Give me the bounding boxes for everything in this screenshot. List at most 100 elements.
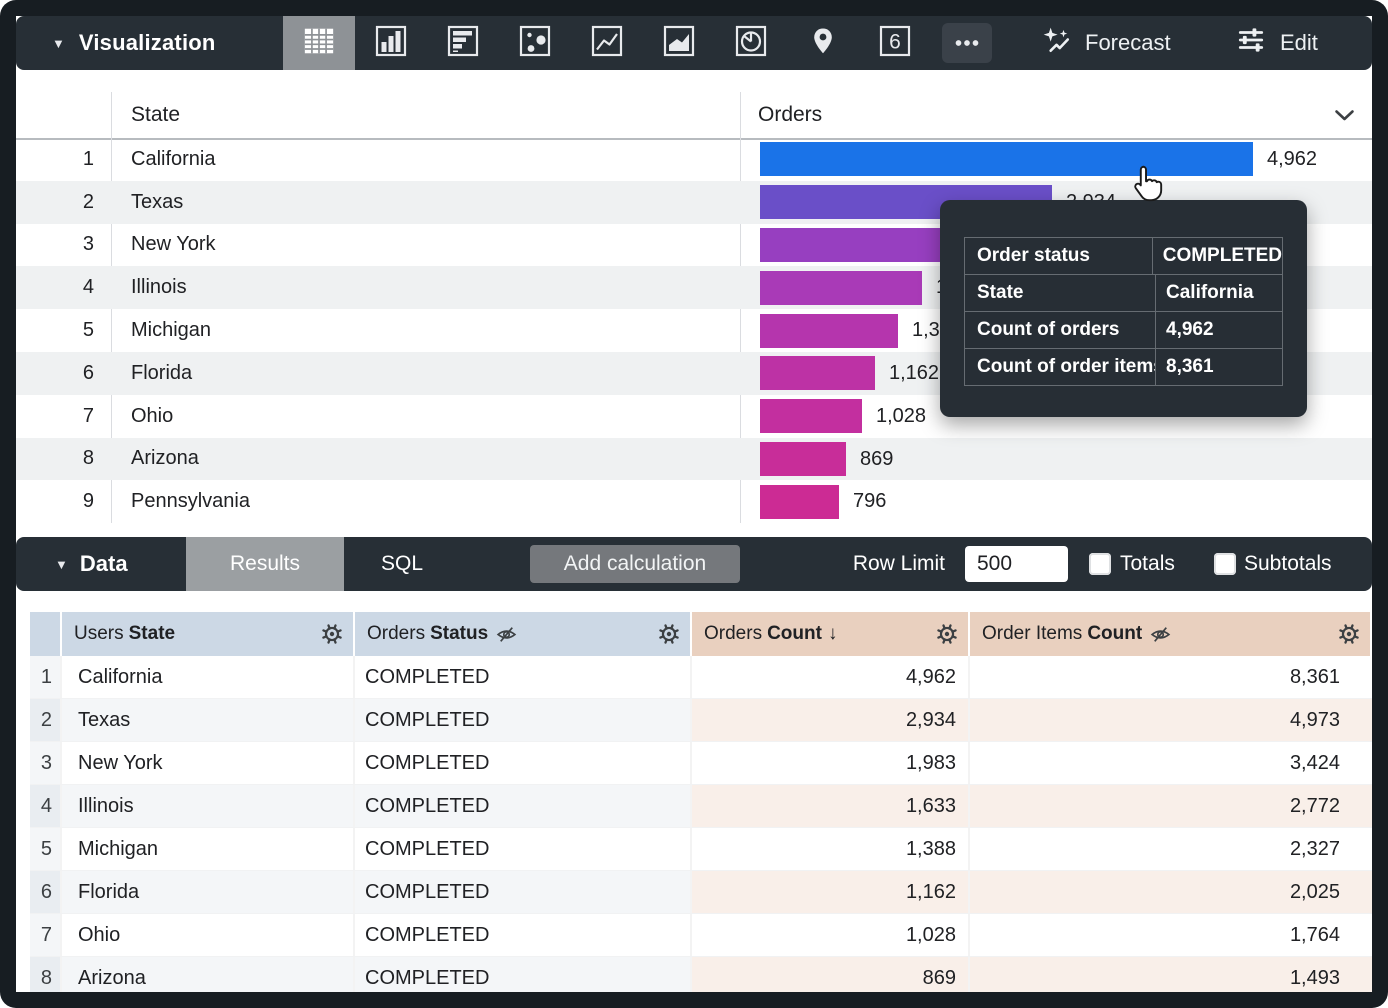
orders-status-cell[interactable]: COMPLETED bbox=[355, 699, 692, 741]
order-items-count-cell[interactable]: 4,973 bbox=[970, 699, 1372, 741]
edit-button[interactable]: Edit bbox=[1236, 16, 1318, 70]
order-items-count-cell[interactable]: 8,361 bbox=[1289, 665, 1340, 688]
users-state-cell[interactable]: Ohio bbox=[62, 914, 355, 956]
users-state-cell[interactable]: Illinois bbox=[62, 785, 355, 827]
orders-status-cell[interactable]: COMPLETED bbox=[355, 914, 692, 956]
bar-chart-icon bbox=[445, 23, 481, 64]
column-header-order-items-count[interactable]: Order Items Count bbox=[970, 612, 1372, 656]
order-items-count-cell[interactable]: 2,025 bbox=[970, 871, 1372, 913]
viz-type-table-chart-button[interactable] bbox=[283, 16, 355, 70]
users-state-cell[interactable]: California bbox=[62, 656, 355, 698]
viz-orders-bar[interactable] bbox=[760, 142, 1253, 177]
orders-count-cell[interactable]: 1,028 bbox=[692, 914, 970, 956]
users-state-cell[interactable]: Michigan bbox=[62, 828, 355, 870]
viz-state-cell[interactable]: Pennsylvania bbox=[131, 490, 250, 513]
users-state-cell[interactable]: Florida bbox=[62, 871, 355, 913]
viz-orders-bar[interactable] bbox=[760, 313, 898, 348]
viz-type-line-chart-button[interactable] bbox=[571, 16, 643, 70]
orders-status-cell[interactable]: COMPLETED bbox=[355, 957, 692, 992]
viz-state-cell[interactable]: Michigan bbox=[131, 319, 212, 342]
add-calculation-button[interactable]: Add calculation bbox=[530, 545, 740, 583]
tooltip-row: Count of orders 4,962 bbox=[965, 311, 1282, 348]
order-items-count-cell[interactable]: 1,764 bbox=[1289, 923, 1340, 946]
visualization-title: Visualization bbox=[78, 30, 216, 55]
order-items-count-cell[interactable]: 1,493 bbox=[970, 957, 1372, 992]
viz-state-cell[interactable]: Florida bbox=[131, 361, 193, 384]
data-table-row: 3 New York COMPLETED 1,983 3,424 bbox=[30, 742, 1372, 785]
orders-status-cell[interactable]: COMPLETED bbox=[355, 656, 692, 698]
viz-state-cell[interactable]: Texas bbox=[131, 190, 184, 213]
viz-orders-bar[interactable] bbox=[760, 399, 862, 434]
viz-type-more-options-button[interactable] bbox=[931, 16, 1003, 70]
viz-type-pie-chart-button[interactable] bbox=[715, 16, 787, 70]
data-table-body: 1 California COMPLETED 4,962 8,361 2 Texas COMP… bbox=[30, 656, 1372, 992]
orders-count-cell[interactable]: 1,162 bbox=[692, 871, 970, 913]
viz-type-single-value-button[interactable]: 6 bbox=[859, 16, 931, 70]
forecast-button[interactable]: Forecast bbox=[1041, 16, 1171, 70]
gear-icon[interactable] bbox=[658, 623, 680, 645]
map-chart-icon bbox=[805, 23, 841, 64]
data-table-row: 6 Florida COMPLETED 1,162 2,025 bbox=[30, 871, 1372, 914]
viz-state-cell[interactable]: Illinois bbox=[131, 276, 187, 299]
viz-type-map-chart-button[interactable] bbox=[787, 16, 859, 70]
orders-status-cell[interactable]: COMPLETED bbox=[355, 742, 692, 784]
order-items-count-cell[interactable]: 2,772 bbox=[970, 785, 1372, 827]
viz-state-cell[interactable]: Ohio bbox=[131, 404, 174, 427]
tooltip-row: Order status COMPLETED bbox=[965, 238, 1282, 274]
viz-state-cell[interactable]: New York bbox=[131, 233, 216, 256]
totals-checkbox[interactable] bbox=[1089, 553, 1111, 575]
tooltip-label: Order status bbox=[965, 238, 1153, 274]
orders-status-cell[interactable]: COMPLETED bbox=[355, 871, 692, 913]
viz-state-cell[interactable]: California bbox=[131, 147, 216, 170]
row-limit-input[interactable] bbox=[965, 546, 1068, 582]
gear-icon[interactable] bbox=[936, 623, 958, 645]
tab-results[interactable]: Results bbox=[186, 537, 344, 591]
gear-icon[interactable] bbox=[1338, 623, 1360, 645]
viz-row-number: 5 bbox=[82, 319, 94, 342]
sort-desc-arrow-icon[interactable]: ↓ bbox=[827, 623, 838, 644]
viz-type-area-chart-button[interactable] bbox=[643, 16, 715, 70]
viz-orders-bar[interactable] bbox=[760, 270, 922, 305]
viz-row-number: 6 bbox=[82, 361, 94, 384]
column-header-users-state[interactable]: Users State bbox=[62, 612, 355, 656]
tooltip-value: California bbox=[1166, 282, 1254, 303]
viz-orders-bar[interactable] bbox=[760, 441, 846, 476]
orders-status-cell[interactable]: COMPLETED bbox=[355, 828, 692, 870]
viz-row-number: 1 bbox=[82, 147, 94, 170]
order-items-count-cell[interactable]: 2,327 bbox=[1289, 837, 1340, 860]
tooltip-label: Count of orders bbox=[965, 312, 1156, 348]
orders-count-cell[interactable]: 1,983 bbox=[692, 742, 970, 784]
viz-orders-bar[interactable] bbox=[760, 356, 875, 391]
tab-sql[interactable]: SQL bbox=[344, 537, 460, 591]
users-state-cell[interactable]: Texas bbox=[62, 699, 355, 741]
viz-type-scatter-chart-button[interactable] bbox=[499, 16, 571, 70]
data-section-toggle[interactable]: ▼ Data bbox=[55, 537, 128, 591]
visualization-section-toggle[interactable]: ▼ Visualization bbox=[52, 16, 216, 70]
orders-count-cell[interactable]: 1,388 bbox=[692, 828, 970, 870]
viz-orders-column-header[interactable]: Orders bbox=[758, 103, 823, 126]
orders-count-cell[interactable]: 1,633 bbox=[692, 785, 970, 827]
viz-row-number: 9 bbox=[82, 490, 94, 513]
column-header-orders-status[interactable]: Orders Status bbox=[355, 612, 692, 656]
hidden-eye-icon bbox=[1150, 626, 1171, 642]
chevron-down-icon[interactable] bbox=[1334, 109, 1355, 127]
subtotals-checkbox[interactable] bbox=[1214, 553, 1236, 575]
order-items-count-cell[interactable]: 3,424 bbox=[1289, 751, 1340, 774]
orders-count-cell[interactable]: 2,934 bbox=[692, 699, 970, 741]
viz-type-bar-chart-button[interactable] bbox=[427, 16, 499, 70]
viz-state-column-header[interactable]: State bbox=[131, 103, 181, 126]
viz-bar-value: 1,028 bbox=[876, 404, 927, 427]
orders-status-cell[interactable]: COMPLETED bbox=[355, 785, 692, 827]
orders-count-cell[interactable]: 869 bbox=[692, 957, 970, 992]
orders-count-cell[interactable]: 4,962 bbox=[692, 656, 970, 698]
viz-orders-bar[interactable] bbox=[760, 227, 957, 262]
viz-orders-bar[interactable] bbox=[760, 484, 839, 519]
gear-icon[interactable] bbox=[321, 623, 343, 645]
users-state-cell[interactable]: Arizona bbox=[62, 957, 355, 992]
users-state-cell[interactable]: New York bbox=[62, 742, 355, 784]
row-limit-label: Row Limit bbox=[852, 552, 945, 575]
column-header-orders-count[interactable]: Orders Count ↓ bbox=[692, 612, 970, 656]
viz-type-column-chart-button[interactable] bbox=[355, 16, 427, 70]
viz-state-cell[interactable]: Arizona bbox=[131, 447, 199, 470]
viz-bar-cell: 1,388 bbox=[740, 309, 1372, 352]
